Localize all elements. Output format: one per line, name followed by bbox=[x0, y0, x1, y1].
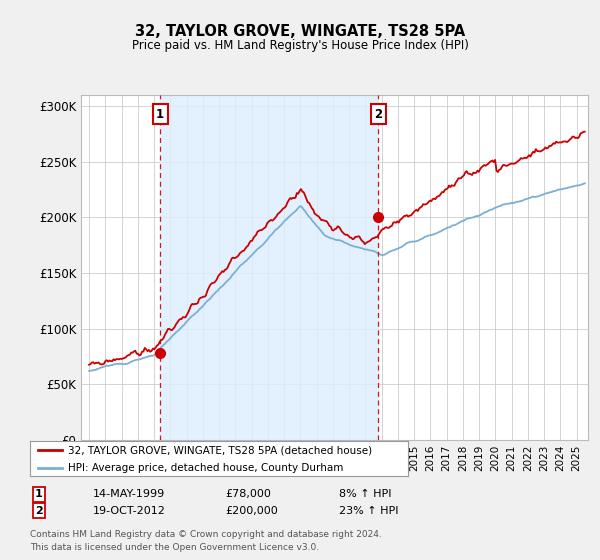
Text: 2: 2 bbox=[35, 506, 43, 516]
Text: 32, TAYLOR GROVE, WINGATE, TS28 5PA (detached house): 32, TAYLOR GROVE, WINGATE, TS28 5PA (det… bbox=[68, 445, 372, 455]
Text: Contains HM Land Registry data © Crown copyright and database right 2024.
This d: Contains HM Land Registry data © Crown c… bbox=[30, 530, 382, 552]
Text: 1: 1 bbox=[156, 108, 164, 120]
Text: 14-MAY-1999: 14-MAY-1999 bbox=[93, 489, 165, 500]
Text: Price paid vs. HM Land Registry's House Price Index (HPI): Price paid vs. HM Land Registry's House … bbox=[131, 39, 469, 53]
Text: £200,000: £200,000 bbox=[225, 506, 278, 516]
Text: 2: 2 bbox=[374, 108, 382, 120]
Text: 19-OCT-2012: 19-OCT-2012 bbox=[93, 506, 166, 516]
Text: HPI: Average price, detached house, County Durham: HPI: Average price, detached house, Coun… bbox=[68, 463, 343, 473]
Text: 32, TAYLOR GROVE, WINGATE, TS28 5PA: 32, TAYLOR GROVE, WINGATE, TS28 5PA bbox=[135, 25, 465, 39]
Text: 23% ↑ HPI: 23% ↑ HPI bbox=[339, 506, 398, 516]
Text: 8% ↑ HPI: 8% ↑ HPI bbox=[339, 489, 391, 500]
Text: £78,000: £78,000 bbox=[225, 489, 271, 500]
Text: 1: 1 bbox=[35, 489, 43, 500]
